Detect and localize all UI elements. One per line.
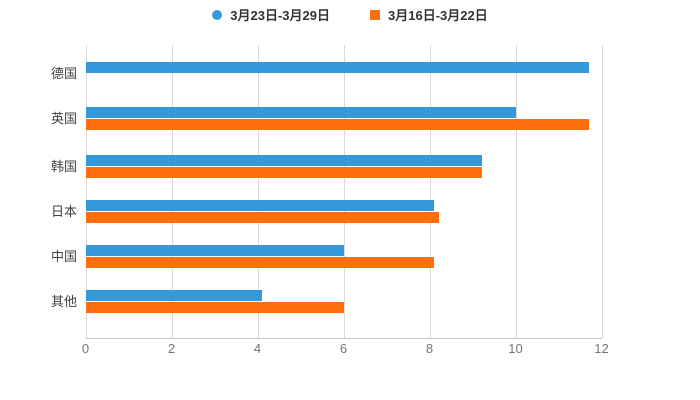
- legend-item-mar23-mar29[interactable]: 3月23日-3月29日: [212, 9, 330, 22]
- x-tick-label-0: 0: [81, 340, 90, 356]
- bar-uk-series-1: [86, 119, 590, 130]
- y-axis-label-germany: 德国: [50, 65, 77, 81]
- bar-china-series-1: [86, 257, 435, 268]
- gridline-x-0: [85, 45, 87, 338]
- bar-germany-series-0: [86, 61, 590, 73]
- x-tick-label-4: 4: [253, 340, 262, 356]
- y-axis-label-uk: 英国: [50, 111, 77, 126]
- bar-japan-series-1: [86, 212, 439, 223]
- y-axis-label-south-korea: 韩国: [50, 158, 77, 174]
- bar-south-korea-series-0: [86, 154, 482, 166]
- y-axis-label-china: 中国: [50, 249, 77, 264]
- bar-other-series-1: [86, 302, 344, 313]
- gridline-x-6: [343, 45, 345, 338]
- x-tick-label-2: 2: [167, 340, 176, 356]
- y-axis-label-other: 其他: [50, 294, 77, 309]
- x-axis-line: [85, 337, 602, 339]
- bar-south-korea-series-1: [86, 166, 482, 178]
- legend-label-mar16-mar22: 3月16日-3月22日: [388, 7, 488, 23]
- legend-label-mar23-mar29: 3月23日-3月29日: [230, 7, 330, 23]
- legend-marker-square-icon: [370, 10, 380, 20]
- gridline-x-12: [601, 45, 603, 338]
- x-tick-label-6: 6: [339, 340, 348, 356]
- gridline-x-4: [257, 45, 259, 338]
- bar-japan-series-0: [86, 200, 435, 211]
- x-tick-label-8: 8: [425, 340, 434, 356]
- bar-uk-series-0: [86, 107, 516, 118]
- x-tick-label-10: 10: [508, 340, 523, 356]
- legend-item-mar16-mar22[interactable]: 3月16日-3月22日: [370, 9, 488, 22]
- gridline-x-2: [171, 45, 173, 338]
- chart-legend: 3月23日-3月29日 3月16日-3月22日: [0, 5, 700, 25]
- gridline-x-8: [429, 45, 431, 338]
- bar-china-series-0: [86, 245, 344, 256]
- x-tick-label-12: 12: [594, 340, 609, 356]
- legend-marker-circle-icon: [212, 10, 223, 20]
- y-axis-label-japan: 日本: [50, 204, 77, 219]
- gridline-x-10: [515, 45, 517, 338]
- bar-other-series-0: [86, 290, 263, 301]
